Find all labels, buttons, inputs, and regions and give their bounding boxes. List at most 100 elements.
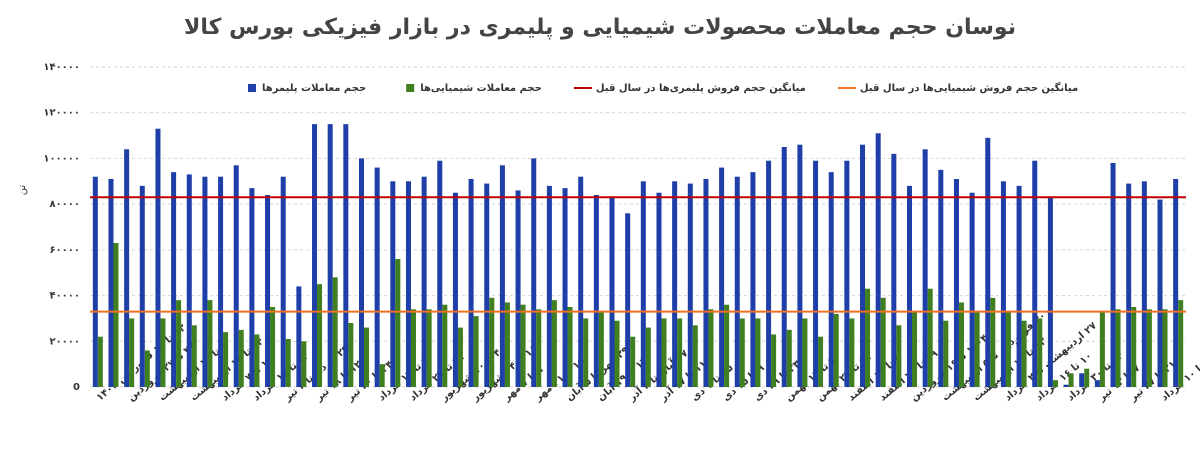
bar	[364, 327, 370, 387]
legend-label: میانگین حجم فروش پلیمری‌ها در سال قبل	[596, 81, 806, 94]
bar	[452, 192, 458, 387]
bar	[426, 309, 432, 387]
bar	[280, 176, 286, 387]
y-tick-label: ۴۰۰۰۰	[49, 291, 80, 302]
bar	[880, 297, 886, 387]
bar	[395, 259, 401, 387]
bar	[327, 124, 333, 388]
bar	[891, 153, 897, 387]
bar	[755, 318, 761, 387]
bar	[724, 304, 730, 387]
bar	[1099, 311, 1105, 387]
bar	[661, 318, 667, 387]
bar	[896, 325, 902, 387]
bar	[515, 190, 521, 387]
bar	[265, 195, 271, 387]
bar	[390, 181, 396, 387]
bar	[750, 172, 756, 387]
bar	[468, 179, 474, 387]
bar	[504, 302, 510, 387]
bar	[875, 133, 881, 387]
bar	[1052, 380, 1058, 387]
bar	[489, 297, 495, 387]
bar	[176, 300, 182, 387]
bar	[562, 188, 568, 387]
bar	[677, 318, 683, 387]
bar	[598, 311, 604, 387]
bar	[97, 336, 103, 387]
bar	[953, 179, 959, 387]
bar	[296, 286, 302, 387]
y-tick-label: ۲۰۰۰۰	[49, 336, 80, 347]
bar	[860, 144, 866, 387]
bar	[1032, 160, 1038, 387]
bar	[1157, 199, 1163, 387]
bar	[129, 318, 135, 387]
bar	[410, 309, 416, 387]
bar	[343, 124, 349, 388]
bar	[865, 288, 871, 387]
bar	[974, 311, 980, 387]
bar	[499, 165, 505, 387]
bar	[687, 183, 693, 387]
bar	[92, 176, 98, 387]
bar	[1178, 300, 1184, 387]
bar	[969, 192, 975, 387]
bar	[1079, 373, 1085, 387]
bar	[233, 165, 239, 387]
bar	[520, 304, 526, 387]
y-tick-label: 0	[73, 382, 80, 393]
bar	[703, 179, 709, 387]
bar	[551, 300, 557, 387]
bar	[1146, 309, 1152, 387]
bar	[609, 197, 615, 387]
bar	[379, 364, 385, 387]
bar	[692, 325, 698, 387]
bar	[536, 309, 542, 387]
bar	[108, 179, 114, 387]
chart-title: نوسان حجم معاملات محصولات شیمیایی و پلیم…	[184, 15, 1016, 40]
bar	[171, 172, 177, 387]
bar	[844, 160, 850, 387]
bar	[484, 183, 490, 387]
bar	[766, 160, 772, 387]
bar	[630, 336, 636, 387]
bar	[348, 323, 354, 387]
bar	[442, 304, 448, 387]
bar	[1110, 163, 1116, 387]
bar	[567, 307, 573, 387]
legend-swatch	[248, 84, 256, 92]
bar	[191, 325, 197, 387]
bar	[332, 277, 338, 387]
bar	[202, 176, 208, 387]
bar	[1021, 320, 1027, 387]
bar	[155, 128, 161, 387]
bar	[113, 243, 119, 387]
bar	[849, 318, 855, 387]
bar	[656, 192, 662, 387]
bar	[270, 307, 276, 387]
bar	[739, 318, 745, 387]
bar	[708, 309, 714, 387]
bar	[958, 302, 964, 387]
bar	[1000, 181, 1006, 387]
bar	[531, 158, 537, 387]
y-tick-label: ۱۰۰۰۰۰	[43, 153, 80, 164]
bar	[1126, 183, 1132, 387]
bar	[223, 332, 229, 387]
bar	[802, 318, 808, 387]
y-tick-label: ۱۴۰۰۰۰	[43, 62, 80, 73]
bar	[139, 185, 145, 387]
bar	[645, 327, 651, 387]
bar	[358, 158, 364, 387]
bar	[1084, 368, 1090, 387]
bar	[1005, 311, 1011, 387]
bar	[833, 313, 839, 387]
bar	[583, 318, 589, 387]
bar	[1094, 380, 1100, 387]
bar	[1115, 309, 1121, 387]
bar	[285, 339, 291, 387]
bar	[912, 311, 918, 387]
bar	[186, 174, 192, 387]
